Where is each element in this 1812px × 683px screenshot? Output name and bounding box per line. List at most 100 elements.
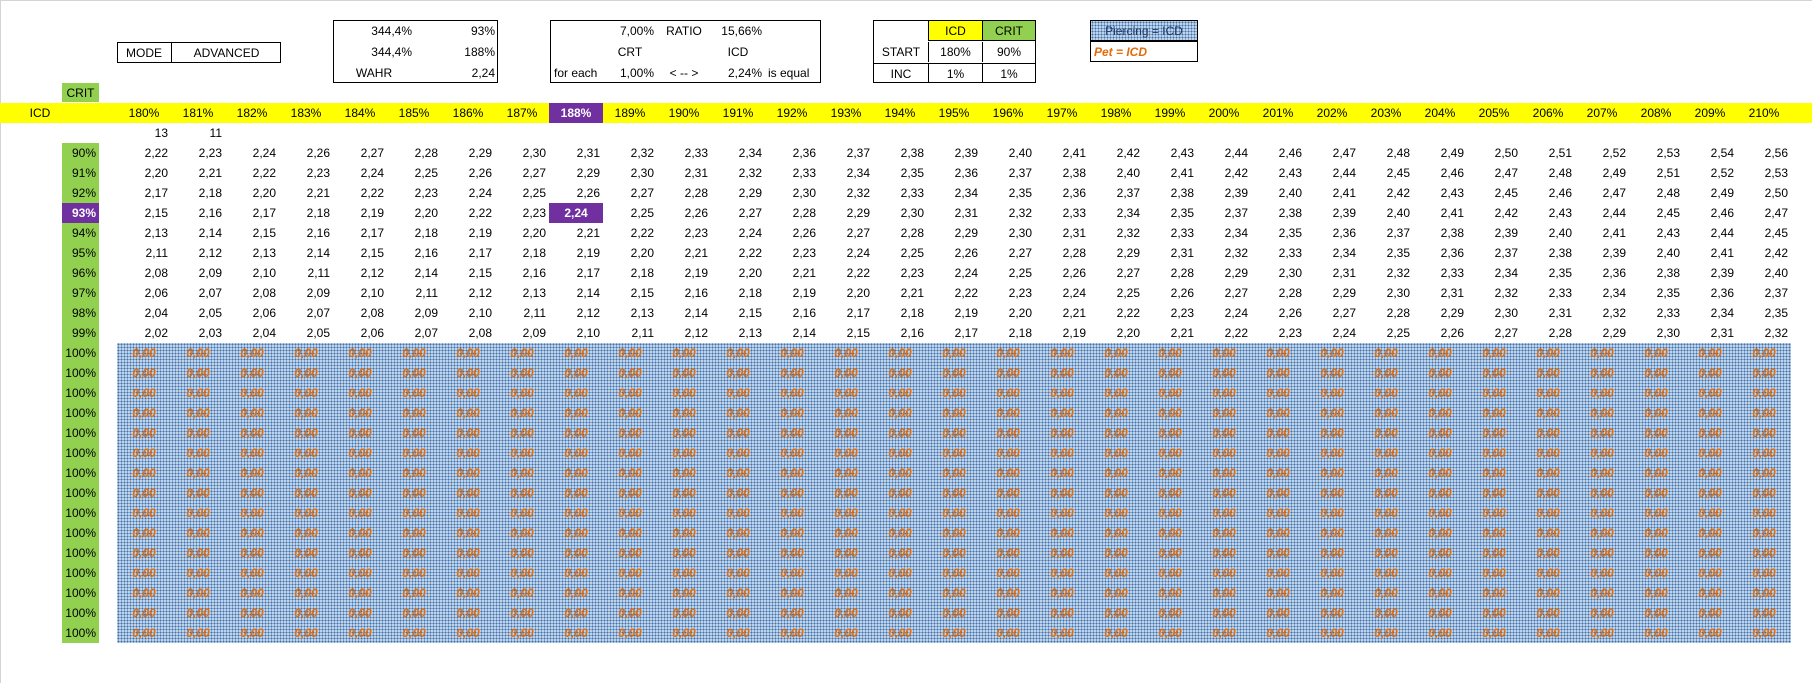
table-cell[interactable]: 2,35 <box>1386 246 1410 260</box>
counter-2[interactable]: 11 <box>209 126 222 140</box>
icd-column-header[interactable]: 180% <box>128 106 160 120</box>
overflow-cell[interactable]: 0,00 <box>1050 446 1074 460</box>
table-cell[interactable]: 2,35 <box>1278 226 1302 240</box>
overflow-cell[interactable]: 0,00 <box>1590 626 1614 640</box>
table-cell[interactable]: 2,36 <box>1062 186 1086 200</box>
overflow-cell[interactable]: 0,00 <box>1590 426 1614 440</box>
table-cell[interactable]: 2,38 <box>1548 246 1572 260</box>
overflow-cell[interactable]: 0,00 <box>618 586 642 600</box>
overflow-cell[interactable]: 0,00 <box>1752 626 1776 640</box>
overflow-cell[interactable]: 0,00 <box>996 346 1020 360</box>
overflow-cell[interactable]: 0,00 <box>1752 346 1776 360</box>
table-cell[interactable]: 2,26 <box>576 186 600 200</box>
overflow-cell[interactable]: 0,00 <box>780 346 804 360</box>
overflow-cell[interactable]: 0,00 <box>564 546 588 560</box>
overflow-cell[interactable]: 0,00 <box>294 446 318 460</box>
table-cell[interactable]: 2,48 <box>1656 186 1680 200</box>
table-cell[interactable]: 2,46 <box>1440 166 1464 180</box>
overflow-cell[interactable]: 0,00 <box>402 506 426 520</box>
table-cell[interactable]: 2,38 <box>1062 166 1086 180</box>
table-cell[interactable]: 2,33 <box>1548 286 1572 300</box>
overflow-cell[interactable]: 0,00 <box>1158 406 1182 420</box>
table-cell[interactable]: 2,35 <box>1170 206 1194 220</box>
overflow-cell[interactable]: 0,00 <box>726 346 750 360</box>
overflow-cell[interactable]: 0,00 <box>132 506 156 520</box>
overflow-cell[interactable]: 0,00 <box>618 566 642 580</box>
overflow-cell[interactable]: 0,00 <box>564 506 588 520</box>
table-cell[interactable]: 2,25 <box>1116 286 1140 300</box>
icd-label[interactable]: ICD <box>727 45 749 59</box>
overflow-cell[interactable]: 0,00 <box>726 626 750 640</box>
overflow-cell[interactable]: 0,00 <box>402 566 426 580</box>
table-cell[interactable]: 2,34 <box>738 146 762 160</box>
overflow-cell[interactable]: 0,00 <box>1374 446 1398 460</box>
overflow-cell[interactable]: 0,00 <box>456 626 480 640</box>
crit-row-label-overflow[interactable]: 100% <box>62 423 99 443</box>
overflow-cell[interactable]: 0,00 <box>726 486 750 500</box>
table-cell[interactable]: 2,25 <box>1386 326 1410 340</box>
crit-row-label[interactable]: 90% <box>62 143 99 163</box>
overflow-cell[interactable]: 0,00 <box>186 486 210 500</box>
table-cell[interactable]: 2,26 <box>468 166 492 180</box>
table-cell[interactable]: 2,31 <box>1332 266 1356 280</box>
overflow-cell[interactable]: 0,00 <box>672 426 696 440</box>
overflow-cell[interactable]: 0,00 <box>456 466 480 480</box>
overflow-cell[interactable]: 0,00 <box>1104 586 1128 600</box>
table-cell[interactable]: 2,34 <box>1332 246 1356 260</box>
overflow-cell[interactable]: 0,00 <box>1644 586 1668 600</box>
crit-row-label[interactable]: 96% <box>62 263 99 283</box>
overflow-cell[interactable]: 0,00 <box>1266 406 1290 420</box>
table-cell[interactable]: 2,47 <box>1332 146 1356 160</box>
overflow-cell[interactable]: 0,00 <box>1104 546 1128 560</box>
overflow-cell[interactable]: 0,00 <box>672 566 696 580</box>
overflow-cell[interactable]: 0,00 <box>726 526 750 540</box>
overflow-cell[interactable]: 0,00 <box>1536 586 1560 600</box>
overflow-cell[interactable]: 0,00 <box>1104 426 1128 440</box>
overflow-cell[interactable]: 0,00 <box>1644 546 1668 560</box>
overflow-cell[interactable]: 0,00 <box>1428 386 1452 400</box>
stat-a2[interactable]: 344,4% <box>371 45 412 59</box>
is-equal-label[interactable]: is equal <box>768 66 810 80</box>
overflow-cell[interactable]: 0,00 <box>564 626 588 640</box>
table-cell[interactable]: 2,23 <box>792 246 816 260</box>
overflow-cell[interactable]: 0,00 <box>834 346 858 360</box>
crit-row-label-overflow[interactable]: 100% <box>62 583 99 603</box>
overflow-cell[interactable]: 0,00 <box>1698 346 1722 360</box>
icd-column-header[interactable]: 189% <box>614 106 646 120</box>
overflow-cell[interactable]: 0,00 <box>1428 446 1452 460</box>
table-cell[interactable]: 2,44 <box>1332 166 1356 180</box>
overflow-cell[interactable]: 0,00 <box>1266 486 1290 500</box>
table-cell[interactable]: 2,07 <box>306 306 330 320</box>
overflow-cell[interactable]: 0,00 <box>996 466 1020 480</box>
overflow-cell[interactable]: 0,00 <box>1644 426 1668 440</box>
overflow-cell[interactable]: 0,00 <box>510 586 534 600</box>
overflow-cell[interactable]: 0,00 <box>1266 606 1290 620</box>
table-cell[interactable]: 2,47 <box>1602 186 1626 200</box>
table-cell[interactable]: 2,06 <box>144 286 168 300</box>
table-cell[interactable]: 2,24 <box>954 266 978 280</box>
crit-column-title[interactable]: CRIT <box>62 83 99 102</box>
table-cell[interactable]: 2,32 <box>1386 266 1410 280</box>
overflow-cell[interactable]: 0,00 <box>1212 386 1236 400</box>
table-cell[interactable]: 2,43 <box>1170 146 1194 160</box>
overflow-cell[interactable]: 0,00 <box>1536 426 1560 440</box>
overflow-cell[interactable]: 0,00 <box>1104 386 1128 400</box>
overflow-cell[interactable]: 0,00 <box>942 606 966 620</box>
table-cell[interactable]: 2,21 <box>900 286 924 300</box>
table-cell[interactable]: 2,27 <box>1224 286 1248 300</box>
table-cell[interactable]: 2,25 <box>414 166 438 180</box>
icd-column-header[interactable]: 187% <box>506 106 538 120</box>
overflow-cell[interactable]: 0,00 <box>564 346 588 360</box>
overflow-cell[interactable]: 0,00 <box>240 486 264 500</box>
table-cell[interactable]: 2,32 <box>1494 286 1518 300</box>
overflow-cell[interactable]: 0,00 <box>942 566 966 580</box>
overflow-cell[interactable]: 0,00 <box>240 526 264 540</box>
table-cell[interactable]: 2,28 <box>1386 306 1410 320</box>
overflow-cell[interactable]: 0,00 <box>1104 506 1128 520</box>
overflow-cell[interactable]: 0,00 <box>564 606 588 620</box>
table-cell[interactable]: 2,05 <box>306 326 330 340</box>
overflow-cell[interactable]: 0,00 <box>1536 406 1560 420</box>
table-cell[interactable]: 2,20 <box>738 266 762 280</box>
table-cell[interactable]: 2,10 <box>252 266 276 280</box>
overflow-cell[interactable]: 0,00 <box>132 346 156 360</box>
